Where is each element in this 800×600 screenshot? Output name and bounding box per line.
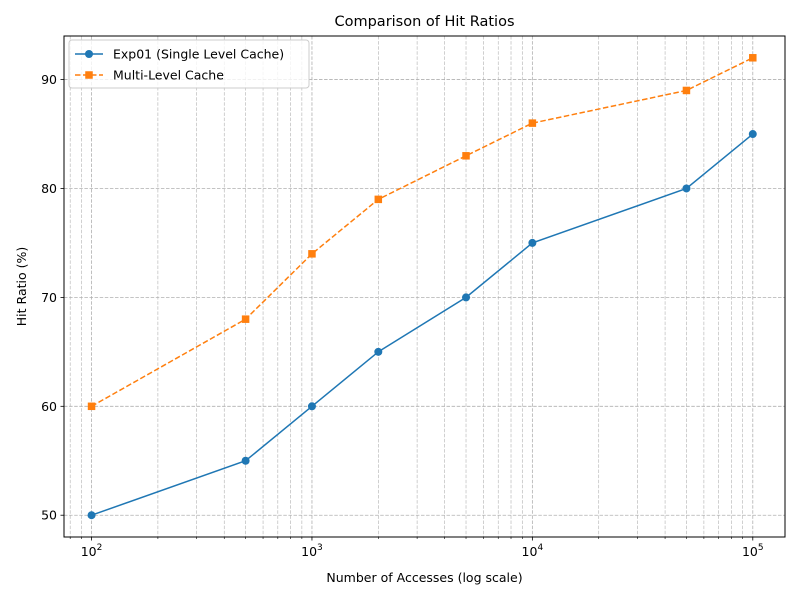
data-point-square [87,402,96,411]
data-point-circle [528,238,537,247]
data-point-circle [87,511,96,520]
data-point-square [749,54,757,62]
legend: Exp01 (Single Level Cache) Multi-Level C… [68,39,310,89]
data-point-circle [682,184,691,193]
y-axis-label: Hit Ratio (%) [14,247,29,326]
x-tick-label: 105 [742,543,764,559]
legend-box [68,39,310,89]
plot-frame [63,35,786,538]
legend-marker-exp01 [85,50,93,58]
x-axis-label: Number of Accesses (log scale) [326,570,522,585]
y-tick-label: 50 [41,508,57,523]
data-point-circle [241,456,250,465]
x-tick-label: 102 [81,543,103,559]
data-point-circle [462,293,471,302]
y-tick-label: 70 [41,290,57,305]
series-line-1 [91,57,754,407]
legend-marker-multi-level [85,71,93,79]
chart-title: Comparison of Hit Ratios [334,14,514,30]
data-point-square [462,152,470,160]
legend-label-exp01: Exp01 (Single Level Cache) [113,47,284,62]
data-point-square [374,195,383,204]
y-tick-label: 90 [41,72,57,87]
data-point-square [241,315,250,323]
data-point-circle [374,347,383,356]
data-point-circle [748,130,757,139]
x-tick-label: 103 [301,543,323,559]
series-layer [87,54,757,520]
legend-label-multi-level: Multi-Level Cache [113,68,224,83]
data-point-square [682,86,691,95]
y-tick-label: 60 [41,399,57,414]
data-point-circle [307,402,316,411]
x-tick-label: 104 [522,543,544,559]
data-point-square [528,119,537,127]
data-point-square [308,250,316,258]
axis-ticks: 50 60 70 80 90 102 103 104 105 [41,72,764,559]
series-line-0 [91,133,754,516]
y-tick-label: 80 [41,181,57,196]
